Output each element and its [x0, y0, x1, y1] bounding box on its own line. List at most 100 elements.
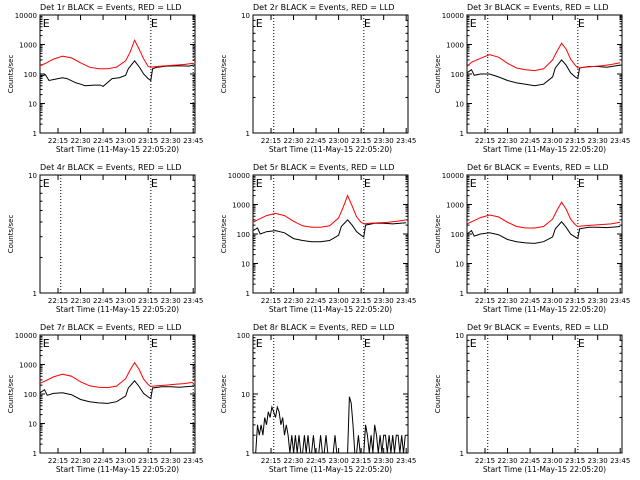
det-5-xtick-label-0: 22:15: [261, 297, 281, 305]
det-6-xtick-label-3: 23:00: [543, 297, 563, 305]
det-6-xtick-label-0: 22:15: [475, 297, 495, 305]
det-5-frame: [252, 174, 409, 294]
det-5-xtick-label-3: 23:00: [329, 297, 349, 305]
det-5-xtick-label-5: 23:30: [374, 297, 394, 305]
det-1-series-events-line: [39, 59, 194, 87]
det-3-ytick-label-2: 100: [451, 71, 464, 79]
det-1-marker-0: E: [43, 17, 50, 30]
det-7-xtick-label-2: 22:45: [93, 457, 113, 465]
det-9-ytick-label-0: 1: [460, 450, 464, 458]
det-4-marker-1: E: [151, 177, 158, 190]
det-5-ytick-label-3: 1000: [232, 202, 250, 210]
det-6-xtick-label-6: 23:45: [610, 297, 630, 305]
det-3-panel: Det 3r BLACK = Events, RED = LLD E E 1 10 100…: [434, 3, 630, 154]
det-1-xtick-label-4: 23:15: [138, 137, 158, 145]
det-6-ytick-label-4: 10000: [442, 172, 464, 180]
det-9-frame: [466, 334, 623, 454]
det-1-series-lld-line: [39, 38, 194, 70]
det-4-ylabel: Counts/sec: [7, 215, 15, 254]
det-8-xtick-label-1: 22:30: [283, 457, 303, 465]
det-5-ytick-label-4: 10000: [228, 172, 250, 180]
det-1-xtick-label-5: 23:30: [161, 137, 181, 145]
det-4-xtick-label-4: 23:15: [138, 297, 158, 305]
det-8-series-events-line: [255, 396, 406, 454]
det-2-xtick-label-2: 22:45: [306, 137, 326, 145]
det-6-ytick-label-1: 10: [455, 261, 464, 269]
det-4-xtick-label-6: 23:45: [183, 297, 203, 305]
det-8-panel: Det 8r BLACK = Events, RED = LLD E E 1 10 100…: [220, 323, 416, 474]
det-6-ytick-label-2: 100: [451, 231, 464, 239]
det-3-xtick-label-1: 22:30: [497, 137, 517, 145]
det-1-xtick-label-2: 22:45: [93, 137, 113, 145]
det-5-xtick-label-4: 23:15: [351, 297, 371, 305]
det-2-frame: [252, 14, 409, 134]
det-4-xlabel: Start Time (11-May-15 22:05:20): [56, 305, 179, 314]
det-3-marker-1: E: [578, 17, 585, 30]
det-7-xtick-label-0: 22:15: [48, 457, 68, 465]
det-2-marker-0: E: [256, 17, 263, 30]
det-2-xtick-label-5: 23:30: [374, 137, 394, 145]
det-1-title: Det 1r BLACK = Events, RED = LLD: [40, 3, 182, 12]
det-7-ytick-label-4: 10000: [15, 332, 37, 340]
det-5-xlabel: Start Time (11-May-15 22:05:20): [269, 305, 392, 314]
det-3-title: Det 3r BLACK = Events, RED = LLD: [467, 3, 609, 12]
det-1-ytick-label-2: 100: [24, 71, 37, 79]
det-3-marker-0: E: [470, 17, 477, 30]
det-7-ytick-label-1: 10: [28, 421, 37, 429]
det-6-marker-0: E: [470, 177, 477, 190]
det-5-title: Det 5r BLACK = Events, RED = LLD: [253, 163, 395, 172]
det-8-ytick-label-2: 100: [237, 332, 250, 340]
det-6-frame: [466, 174, 623, 294]
det-7-xtick-label-6: 23:45: [183, 457, 203, 465]
det-1-xtick-label-3: 23:00: [116, 137, 136, 145]
det-7-ytick-label-2: 100: [24, 391, 37, 399]
det-6-xtick-label-5: 23:30: [588, 297, 608, 305]
det-9-xtick-label-2: 22:45: [520, 457, 540, 465]
det-8-xtick-label-4: 23:15: [351, 457, 371, 465]
det-3-xtick-label-5: 23:30: [588, 137, 608, 145]
det-8-marker-1: E: [364, 337, 371, 350]
det-5-marker-1: E: [364, 177, 371, 190]
det-8-ylabel: Counts/sec: [220, 375, 228, 414]
det-2-ytick-label-1: 10: [241, 12, 250, 20]
det-2-xtick-label-1: 22:30: [283, 137, 303, 145]
det-1-frame: [39, 14, 196, 134]
det-6-xlabel: Start Time (11-May-15 22:05:20): [483, 305, 606, 314]
det-6-ylabel: Counts/sec: [434, 215, 442, 254]
det-8-xtick-label-2: 22:45: [306, 457, 326, 465]
det-9-title: Det 9r BLACK = Events, RED = LLD: [467, 323, 609, 332]
det-2-xtick-label-6: 23:45: [396, 137, 416, 145]
det-3-series-events-line: [466, 59, 621, 87]
det-3-ytick-label-1: 10: [455, 101, 464, 109]
det-6-ytick-label-3: 1000: [446, 202, 464, 210]
det-1-ytick-label-0: 1: [33, 130, 37, 138]
det-4-xtick-label-3: 23:00: [116, 297, 136, 305]
det-5-xtick-label-1: 22:30: [283, 297, 303, 305]
det-5-series-lld-line: [252, 194, 407, 228]
det-8-xtick-label-6: 23:45: [396, 457, 416, 465]
det-9-xtick-label-4: 23:15: [565, 457, 585, 465]
det-1-ytick-label-1: 10: [28, 101, 37, 109]
det-2-xlabel: Start Time (11-May-15 22:05:20): [269, 145, 392, 154]
det-5-xtick-label-2: 22:45: [306, 297, 326, 305]
det-8-xlabel: Start Time (11-May-15 22:05:20): [269, 465, 392, 474]
det-3-xtick-label-3: 23:00: [543, 137, 563, 145]
det-7-ytick-label-3: 1000: [19, 362, 37, 370]
det-3-ytick-label-0: 1: [460, 130, 464, 138]
det-4-xtick-label-1: 22:30: [70, 297, 90, 305]
det-6-series-events-line: [466, 221, 621, 244]
det-3-xtick-label-6: 23:45: [610, 137, 630, 145]
det-7-xtick-label-5: 23:30: [161, 457, 181, 465]
det-4-ytick-label-1: 10: [28, 172, 37, 180]
det-8-ytick-label-0: 1: [246, 450, 250, 458]
det-5-ylabel: Counts/sec: [220, 215, 228, 254]
det-5-series-events-line: [252, 219, 407, 243]
det-3-series-lld-line: [466, 42, 621, 72]
det-2-ytick-label-0: 1: [246, 130, 250, 138]
det-5-ytick-label-0: 1: [246, 290, 250, 298]
det-3-ylabel: Counts/sec: [434, 55, 442, 94]
det-6-series-lld-line: [466, 201, 621, 229]
det-1-marker-1: E: [151, 17, 158, 30]
det-1-ylabel: Counts/sec: [7, 55, 15, 94]
det-7-series-events-line: [39, 380, 194, 404]
